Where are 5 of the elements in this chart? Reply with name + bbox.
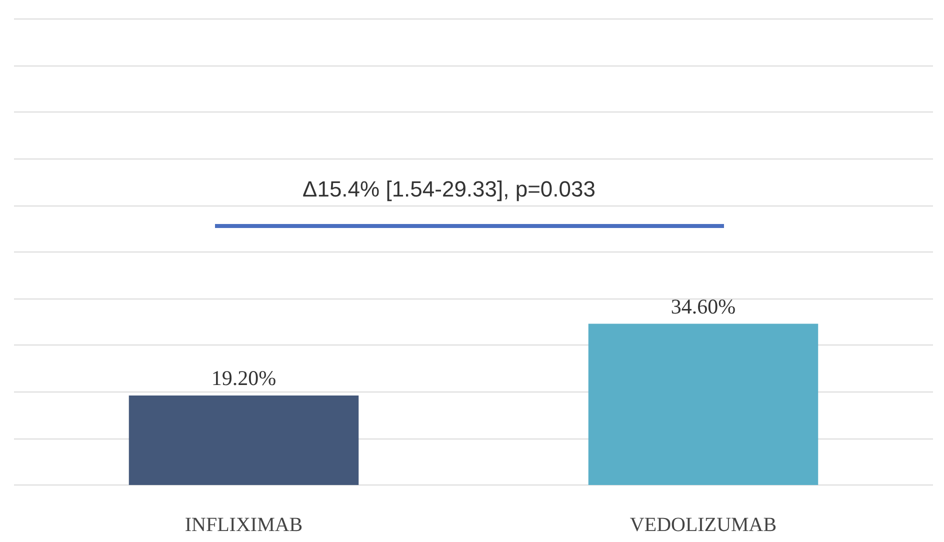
data-label: 19.20% (211, 366, 276, 390)
x-tick-label: INFLIXIMAB (184, 514, 303, 536)
annotation: Δ15.4% [1.54-29.33], p=0.033 (302, 176, 596, 202)
x-tick-label: VEDOLIZUMAB (630, 514, 777, 536)
data-label: 34.60% (670, 294, 736, 318)
